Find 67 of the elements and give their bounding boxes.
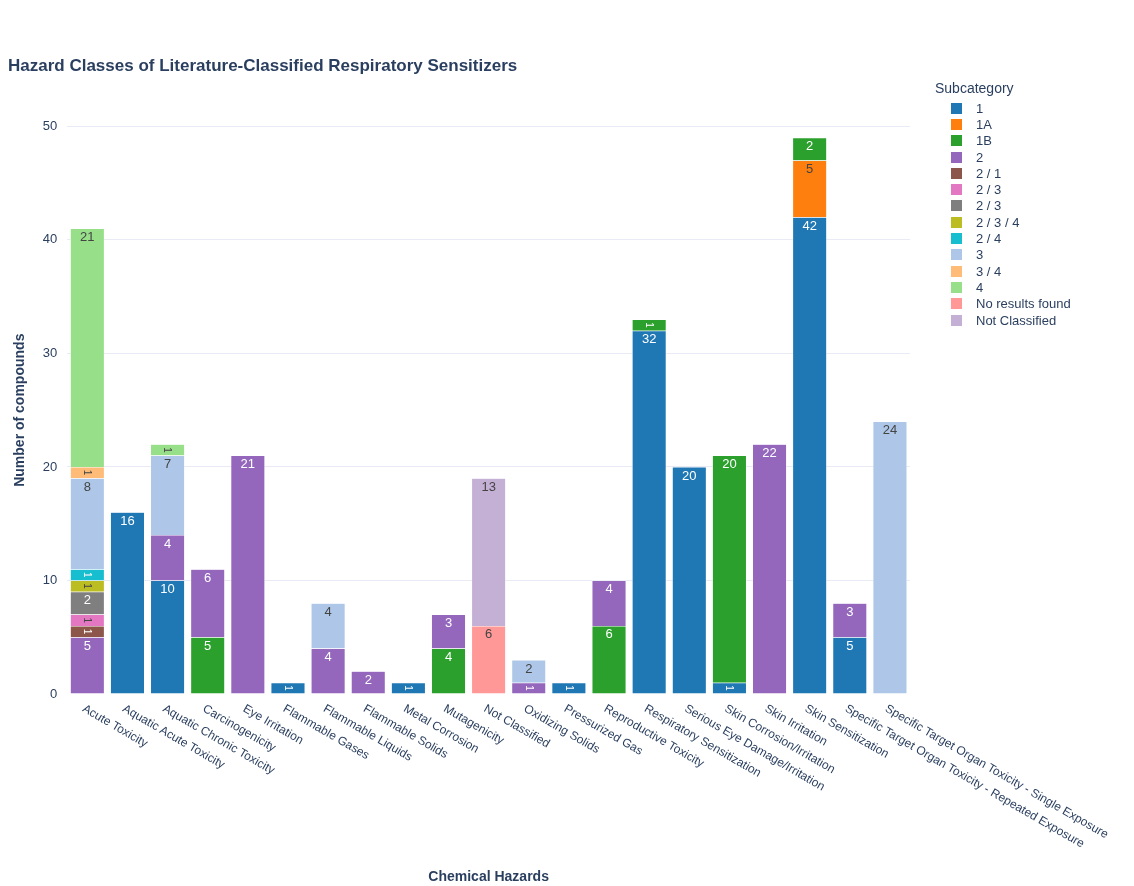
legend-label: Not Classified (976, 312, 1057, 328)
data-label: 4 (444, 649, 453, 665)
data-label: 2 (525, 660, 533, 676)
legend-label: 2 / 3 (976, 198, 1002, 214)
data-label: 1 (162, 447, 174, 454)
data-label: 4 (163, 535, 172, 551)
legend-label: 1A (976, 116, 992, 132)
data-label: 1 (82, 583, 94, 590)
data-label: 5 (204, 637, 212, 653)
data-label: 21 (80, 229, 95, 245)
chart-title: Hazard Classes of Literature-Classified Respiratory Sensitizers (8, 55, 518, 75)
y-tick-label: 0 (50, 685, 58, 701)
data-label: 24 (882, 422, 898, 438)
data-label: 7 (163, 456, 172, 472)
data-label: 6 (605, 626, 613, 642)
data-label: 1 (82, 617, 94, 624)
data-label: 20 (722, 456, 737, 472)
data-label: 20 (682, 467, 697, 483)
legend-label: 3 (976, 247, 984, 263)
legend-label: 1B (976, 133, 992, 149)
legend-label: 2 / 3 (976, 182, 1002, 198)
y-axis-title: Number of compounds (11, 333, 28, 487)
data-label: 6 (485, 626, 493, 642)
legend-label: 2 / 1 (976, 165, 1002, 181)
data-label: 2 (806, 138, 814, 154)
data-label: 8 (83, 478, 91, 494)
data-label: 22 (762, 444, 777, 460)
y-tick-label: 50 (42, 117, 58, 133)
data-label: 21 (240, 456, 256, 472)
y-tick-label: 20 (42, 458, 58, 474)
data-label: 4 (324, 649, 332, 665)
data-label: 32 (641, 331, 657, 347)
data-label: 1 (643, 322, 655, 329)
data-label: 42 (802, 217, 817, 233)
data-label: 1 (523, 685, 535, 692)
data-label: 1 (724, 685, 736, 692)
legend-label: 4 (976, 279, 984, 295)
data-label: 5 (846, 637, 854, 653)
x-axis-title: Chemical Hazards (428, 867, 550, 884)
data-label: 6 (204, 569, 212, 585)
legend-label: 3 / 4 (976, 263, 1002, 279)
data-label: 2 (364, 671, 372, 687)
legend-label: 2 / 3 / 4 (976, 214, 1020, 230)
data-label: 13 (481, 478, 496, 494)
data-label: 1 (82, 469, 94, 476)
legend-label: 2 (976, 149, 984, 165)
y-tick-label: 40 (42, 231, 58, 247)
legend-label: 1 (976, 100, 984, 116)
data-label: 1 (82, 572, 94, 579)
data-label: 3 (444, 615, 453, 631)
data-label: 10 (160, 581, 175, 597)
data-label: 4 (605, 581, 613, 597)
legend-label: 2 / 4 (976, 231, 1002, 247)
data-label: 5 (83, 637, 91, 653)
data-label: 16 (120, 512, 135, 528)
y-tick-label: 30 (42, 345, 58, 361)
data-label: 1 (563, 685, 575, 692)
data-label: 4 (324, 603, 332, 619)
data-label: 2 (83, 592, 91, 608)
data-label: 1 (403, 685, 415, 692)
legend-label: No results found (976, 296, 1071, 312)
data-label: 3 (846, 603, 854, 619)
data-label: 5 (806, 161, 814, 177)
data-label: 1 (82, 628, 94, 635)
y-tick-label: 10 (42, 572, 58, 588)
data-label: 1 (282, 685, 294, 692)
legend-title: Subcategory (935, 80, 1015, 96)
